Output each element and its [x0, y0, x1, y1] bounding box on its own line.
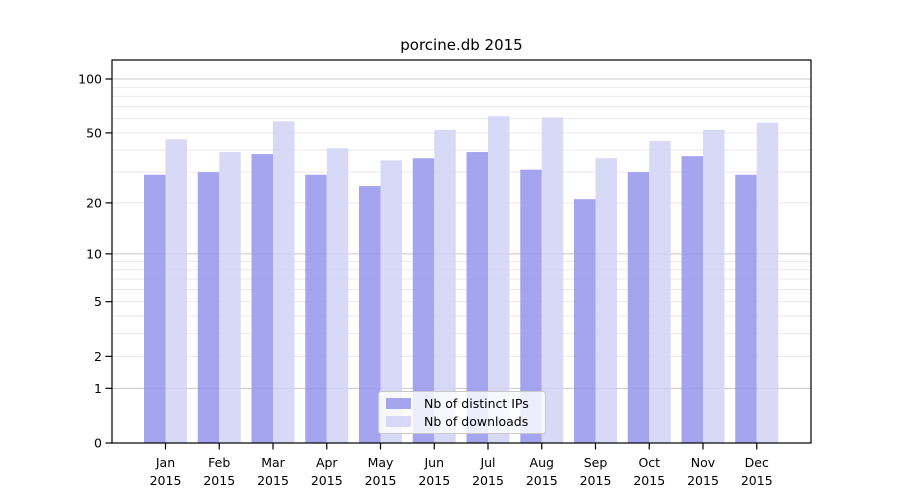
bar-downloads-jul [488, 116, 510, 443]
x-tick-label: Apr 2015 [311, 455, 343, 488]
legend-label-distinct-ips: Nb of distinct IPs [424, 396, 529, 411]
legend-swatch-downloads-icon [386, 416, 411, 427]
bar-distinct-ips-sep [574, 199, 596, 443]
x-tick-label: Jun 2015 [418, 455, 450, 488]
bar-distinct-ips-may [359, 186, 381, 443]
bar-distinct-ips-oct [627, 172, 650, 443]
bar-distinct-ips-mar [251, 154, 273, 443]
y-tick-label: 2 [94, 349, 102, 364]
legend-label-downloads: Nb of downloads [424, 414, 529, 429]
legend: Nb of distinct IPs Nb of downloads [378, 391, 546, 434]
bar-downloads-sep [595, 158, 617, 443]
y-tick-label: 20 [86, 195, 102, 210]
y-tick-label: 100 [78, 72, 102, 87]
x-tick-label: Sep 2015 [580, 455, 612, 488]
bar-downloads-feb [219, 152, 241, 444]
y-tick-label: 0 [94, 436, 102, 451]
bar-downloads-may [380, 160, 402, 443]
y-tick-label: 50 [86, 125, 102, 140]
y-tick-label: 5 [94, 294, 102, 309]
chart-title: porcine.db 2015 [400, 36, 523, 54]
x-tick-label: Nov 2015 [687, 455, 719, 488]
plot-border [111, 59, 812, 444]
bar-downloads-nov [703, 129, 725, 443]
bar-downloads-dec [756, 122, 779, 443]
x-tick-label: Mar 2015 [257, 455, 289, 488]
bar-distinct-ips-jun [412, 158, 435, 443]
bar-distinct-ips-feb [197, 172, 220, 443]
x-tick-label: Oct 2015 [633, 455, 665, 488]
y-tick-label: 10 [86, 246, 102, 261]
bar-distinct-ips-apr [305, 174, 327, 444]
bar-distinct-ips-dec [735, 174, 757, 444]
x-tick-label: Feb 2015 [203, 455, 235, 488]
x-tick-label: May 2015 [365, 455, 397, 488]
x-tick-label: Aug 2015 [526, 455, 558, 488]
x-tick-label: Jan 2015 [150, 455, 182, 488]
bar-downloads-jun [434, 129, 456, 443]
bar-distinct-ips-jan [144, 174, 166, 444]
legend-item-distinct-ips: Nb of distinct IPs [386, 396, 538, 411]
bar-downloads-oct [649, 141, 671, 444]
bar-downloads-jan [165, 139, 187, 443]
x-tick-label: Dec 2015 [741, 455, 773, 488]
x-tick-label: Jul 2015 [472, 455, 504, 488]
legend-swatch-distinct-ips-icon [386, 398, 411, 409]
bar-downloads-mar [273, 121, 295, 443]
bar-downloads-apr [326, 148, 349, 444]
bar-distinct-ips-jul [466, 152, 488, 444]
y-tick-label: 1 [94, 381, 102, 396]
bar-distinct-ips-nov [681, 156, 703, 443]
legend-item-downloads: Nb of downloads [386, 414, 538, 429]
bar-distinct-ips-aug [520, 169, 542, 443]
bar-downloads-aug [541, 117, 564, 444]
